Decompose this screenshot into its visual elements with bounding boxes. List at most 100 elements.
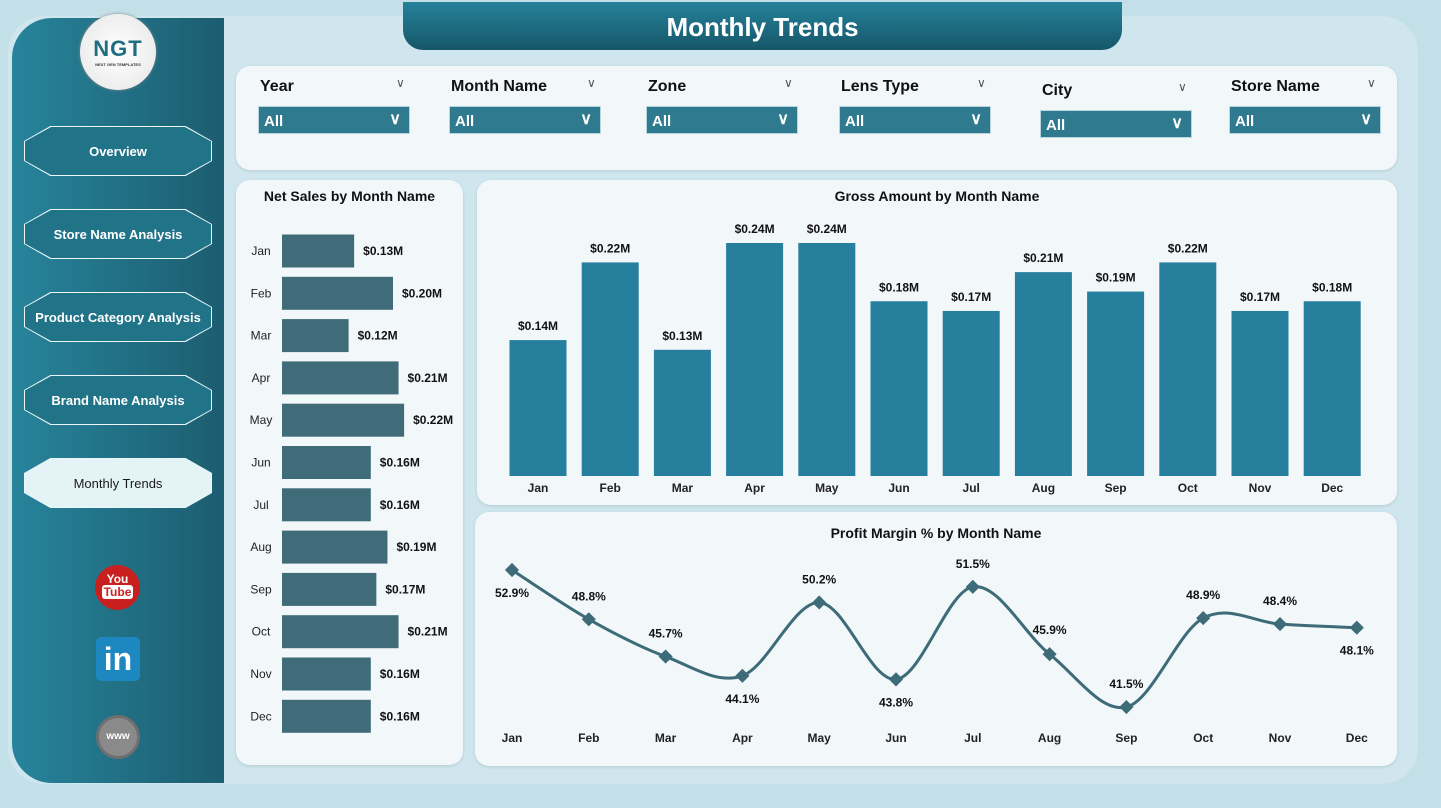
xtick-label: Nov	[1249, 481, 1272, 495]
profit-margin-point[interactable]	[1272, 617, 1288, 632]
filter-label-year: Year	[260, 78, 294, 95]
filter-dropdown-zone[interactable]: All ∨	[646, 106, 798, 134]
profit-margin-point[interactable]	[812, 595, 827, 610]
xtick-label: Dec	[1346, 731, 1368, 745]
nav-store-name-analysis[interactable]: Store Name Analysis	[24, 209, 212, 259]
data-label: 48.9%	[1186, 588, 1220, 602]
data-label: 45.7%	[649, 627, 683, 641]
filter-dropdown-city[interactable]: All ∨	[1040, 110, 1192, 138]
data-label: $0.14M	[518, 319, 558, 333]
profit-margin-point[interactable]	[965, 579, 980, 594]
youtube-icon[interactable]: You Tube	[95, 565, 140, 610]
net-sales-bar[interactable]	[282, 403, 405, 437]
chevron-down-icon[interactable]: ∨	[1178, 80, 1187, 94]
nav-label: Product Category Analysis	[35, 309, 201, 325]
linkedin-icon[interactable]: in	[96, 637, 140, 681]
xtick-label: Jan	[502, 731, 523, 745]
data-label: $0.16M	[380, 498, 420, 512]
chevron-down-icon: ∨	[1171, 115, 1183, 132]
net-sales-bar[interactable]	[282, 234, 355, 268]
chevron-down-icon[interactable]: ∨	[587, 76, 596, 90]
xtick-label: Nov	[1269, 731, 1292, 745]
gross-amount-bar[interactable]	[1014, 272, 1072, 476]
nav-product-category-analysis[interactable]: Product Category Analysis	[24, 292, 212, 342]
net-sales-bar[interactable]	[282, 488, 371, 522]
profit-margin-point[interactable]	[735, 668, 750, 683]
data-label: 48.1%	[1340, 644, 1374, 658]
filter-label-store-name: Store Name	[1231, 78, 1320, 95]
xtick-label: May	[808, 731, 832, 745]
data-label: $0.22M	[413, 413, 453, 427]
data-label: $0.18M	[879, 280, 919, 294]
ytick-label: Feb	[251, 286, 272, 300]
xtick-label: Jan	[528, 481, 549, 495]
gross-amount-bar[interactable]	[653, 349, 711, 476]
gross-amount-bar[interactable]	[581, 262, 639, 476]
profit-margin-point[interactable]	[888, 672, 904, 687]
xtick-label: Aug	[1032, 481, 1055, 495]
net-sales-bar[interactable]	[282, 572, 377, 606]
net-sales-bar[interactable]	[282, 657, 371, 691]
data-label: $0.19M	[1096, 271, 1136, 285]
data-label: 50.2%	[802, 572, 836, 586]
data-label: $0.24M	[735, 222, 775, 236]
gross-amount-bar[interactable]	[942, 310, 1000, 476]
profit-margin-point[interactable]	[1196, 611, 1211, 626]
net-sales-bar[interactable]	[282, 319, 349, 353]
net-sales-title: Net Sales by Month Name	[263, 188, 436, 204]
filter-label-zone: Zone	[648, 78, 687, 95]
filter-dropdown-year[interactable]: All ∨	[258, 106, 410, 134]
filter-dropdown-store-name[interactable]: All ∨	[1229, 106, 1381, 134]
net-sales-bar[interactable]	[282, 530, 388, 564]
dropdown-value: All	[264, 113, 284, 130]
chevron-down-icon[interactable]: ∨	[1367, 76, 1376, 90]
nav-overview[interactable]: Overview	[24, 126, 212, 176]
data-label: 41.5%	[1109, 677, 1143, 691]
data-label: $0.16M	[380, 667, 420, 681]
xtick-label: Feb	[578, 731, 599, 745]
ytick-label: Jun	[251, 456, 270, 470]
gross-amount-bar[interactable]	[1159, 262, 1217, 476]
net-sales-bar[interactable]	[282, 276, 393, 310]
nav-brand-name-analysis[interactable]: Brand Name Analysis	[24, 375, 212, 425]
chevron-down-icon[interactable]: ∨	[784, 76, 793, 90]
xtick-label: Jul	[964, 731, 981, 745]
gross-amount-bar[interactable]	[1231, 310, 1289, 476]
profit-margin-point[interactable]	[1349, 620, 1364, 635]
filter-dropdown-month-name[interactable]: All ∨	[449, 106, 601, 134]
data-label: 52.9%	[495, 586, 529, 600]
website-icon[interactable]: www	[96, 715, 140, 759]
chevron-down-icon: ∨	[1360, 111, 1372, 128]
logo: NGT NEXT GEN TEMPLATES	[80, 14, 156, 90]
profit-margin-point[interactable]	[658, 649, 673, 664]
profit-margin-point[interactable]	[1119, 699, 1134, 715]
chevron-down-icon[interactable]: ∨	[396, 76, 405, 90]
gross-amount-bar[interactable]	[509, 340, 567, 476]
dropdown-value: All	[652, 113, 672, 130]
dropdown-value: All	[1046, 117, 1066, 134]
gross-amount-bar[interactable]	[798, 243, 856, 476]
gross-amount-bar[interactable]	[1303, 301, 1361, 476]
net-sales-bar[interactable]	[282, 615, 399, 649]
net-sales-bar[interactable]	[282, 446, 371, 479]
profit-margin-point[interactable]	[1042, 647, 1057, 662]
filter-panel	[236, 66, 1397, 170]
xtick-label: Oct	[1193, 731, 1213, 745]
ytick-label: Dec	[250, 709, 271, 723]
gross-amount-bar[interactable]	[870, 301, 928, 476]
profit-margin-panel: Profit Margin % by Month Name	[475, 512, 1397, 766]
net-sales-bar[interactable]	[282, 699, 371, 733]
nav-monthly-trends[interactable]: Monthly Trends	[24, 458, 212, 508]
gross-amount-bar[interactable]	[1087, 291, 1145, 476]
filter-dropdown-lens-type[interactable]: All ∨	[839, 106, 991, 134]
gross-amount-bar[interactable]	[726, 243, 784, 476]
xtick-label: Aug	[1038, 731, 1061, 745]
ytick-label: May	[250, 413, 273, 427]
xtick-label: Oct	[1178, 481, 1198, 495]
chevron-down-icon[interactable]: ∨	[977, 76, 986, 90]
profit-margin-point[interactable]	[504, 562, 520, 578]
page-title: Monthly Trends	[403, 2, 1122, 50]
xtick-label: Jul	[963, 481, 980, 495]
profit-margin-point[interactable]	[581, 612, 596, 627]
net-sales-bar[interactable]	[282, 361, 399, 395]
